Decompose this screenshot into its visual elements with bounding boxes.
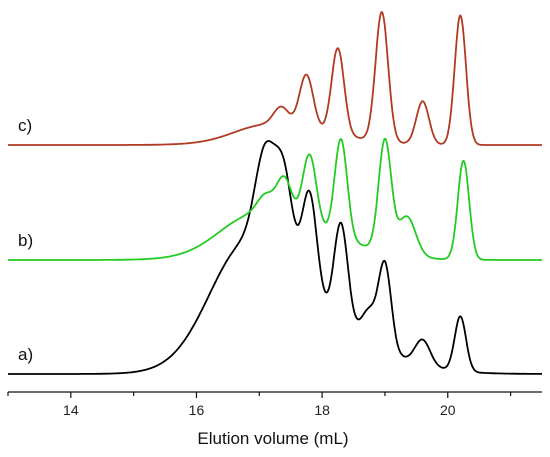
traces-group bbox=[8, 11, 542, 375]
x-tick-label: 16 bbox=[189, 402, 205, 418]
series-labels-group: a) b) c) bbox=[18, 116, 33, 364]
x-axis-title: Elution volume (mL) bbox=[197, 429, 348, 448]
x-tick-label: 20 bbox=[440, 402, 456, 418]
series-label-c: c) bbox=[18, 116, 32, 135]
trace-a bbox=[8, 140, 542, 375]
trace-b bbox=[8, 137, 542, 261]
series-label-b: b) bbox=[18, 231, 33, 250]
x-axis-ticks-group: 14 16 18 20 bbox=[7, 392, 512, 418]
x-tick-label: 14 bbox=[63, 402, 79, 418]
series-label-a: a) bbox=[18, 345, 33, 364]
x-tick-label: 18 bbox=[314, 402, 330, 418]
trace-c bbox=[8, 11, 542, 146]
